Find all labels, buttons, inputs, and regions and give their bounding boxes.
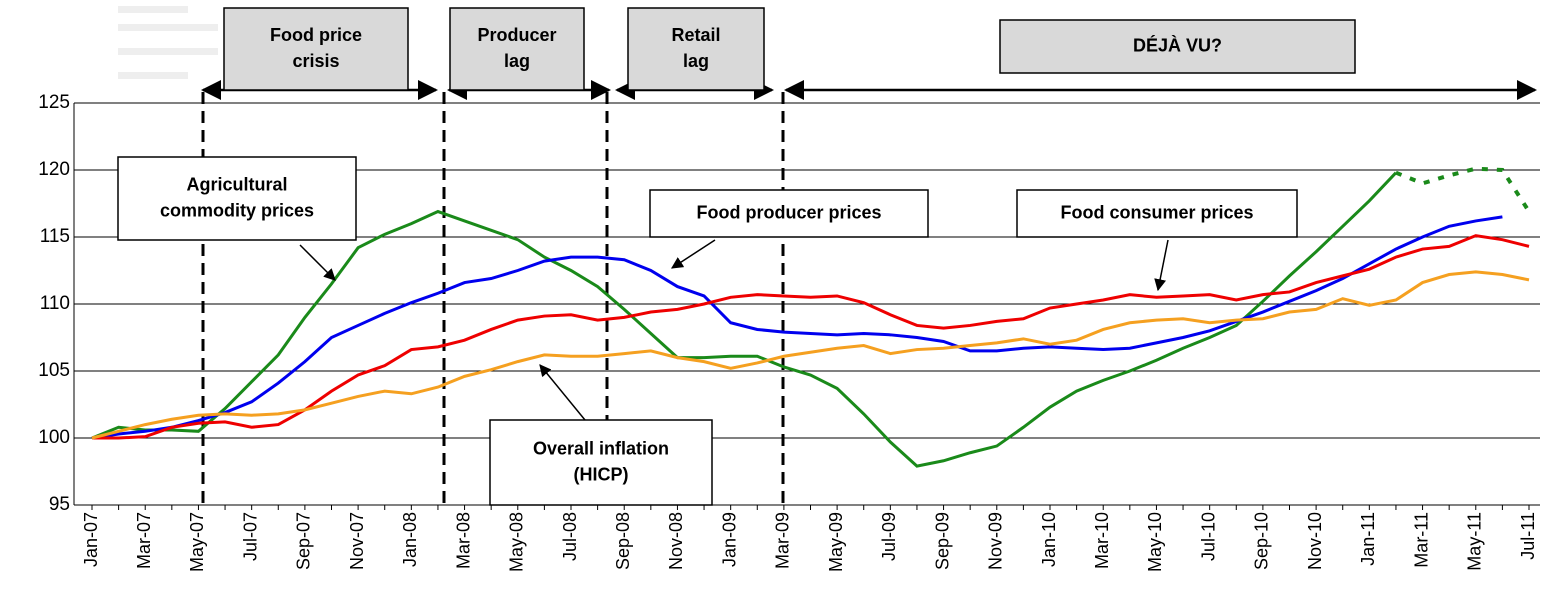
phase-box bbox=[999, 19, 1356, 74]
y-tick-label: 100 bbox=[38, 427, 70, 448]
x-tick-label: Jan-10 bbox=[1039, 512, 1059, 567]
x-tick-label: May-08 bbox=[507, 512, 527, 572]
series-line-forecast bbox=[1395, 166, 1531, 213]
y-tick-label: 115 bbox=[40, 226, 70, 247]
phase-text: Producer bbox=[477, 25, 556, 45]
annotation-box bbox=[117, 156, 357, 241]
y-tick-label: 110 bbox=[40, 293, 70, 314]
x-tick-label: May-10 bbox=[1145, 512, 1165, 572]
x-tick-label: Mar-10 bbox=[1092, 512, 1112, 569]
decor bbox=[118, 6, 218, 79]
phase-text: Retail bbox=[671, 25, 720, 45]
annotation-text: Overall inflation bbox=[533, 438, 669, 458]
x-tick-label: Mar-08 bbox=[453, 512, 473, 569]
annotation-text: (HICP) bbox=[574, 464, 629, 484]
phase-text: lag bbox=[504, 51, 530, 71]
x-tick-label: May-07 bbox=[187, 512, 207, 572]
x-tick-label: Jan-08 bbox=[400, 512, 420, 567]
x-tick-label: Nov-09 bbox=[986, 512, 1006, 570]
phase-box bbox=[627, 7, 765, 91]
phase-text: crisis bbox=[292, 51, 339, 71]
x-tick-label: Mar-07 bbox=[134, 512, 154, 569]
series-line bbox=[91, 270, 1530, 440]
x-tick-label: May-09 bbox=[826, 512, 846, 572]
annotation-arrow bbox=[539, 364, 586, 421]
annotation-box bbox=[1016, 189, 1298, 238]
series-line bbox=[92, 234, 1530, 440]
x-tick-label: Jul-09 bbox=[879, 512, 899, 561]
x-tick-label: Mar-11 bbox=[1411, 512, 1431, 568]
annotation-box bbox=[649, 189, 929, 238]
y-tick-label: 125 bbox=[38, 92, 70, 113]
x-tick-label: Jul-07 bbox=[240, 512, 260, 561]
annotation-arrow bbox=[1154, 239, 1169, 292]
x-tick-label: Jul-11 bbox=[1518, 512, 1538, 560]
annotation-text: commodity prices bbox=[160, 200, 314, 220]
x-tick-label: Nov-10 bbox=[1305, 512, 1325, 570]
x-tick-label: Mar-09 bbox=[773, 512, 793, 569]
x-tick-label: Sep-10 bbox=[1252, 512, 1272, 570]
x-tick-label: Sep-07 bbox=[294, 512, 314, 570]
annotation-text: Agricultural bbox=[186, 174, 287, 194]
x-tick-label: Nov-07 bbox=[347, 512, 367, 570]
x-tick-label: Jan-11 bbox=[1358, 512, 1378, 566]
phase-text: lag bbox=[683, 51, 709, 71]
x-tick-label: Sep-09 bbox=[932, 512, 952, 570]
annotation-arrow bbox=[670, 239, 716, 269]
x-tick-label: Sep-08 bbox=[613, 512, 633, 570]
x-tick-label: Jan-07 bbox=[81, 512, 101, 567]
annotation-box bbox=[489, 419, 713, 506]
x-tick-label: Nov-08 bbox=[666, 512, 686, 570]
x-tick-label: Jul-08 bbox=[560, 512, 580, 561]
series-line bbox=[91, 171, 1398, 468]
annotation-text: Food consumer prices bbox=[1060, 202, 1253, 222]
annotation-text: Food producer prices bbox=[696, 202, 881, 222]
annotation-arrow bbox=[299, 244, 336, 281]
y-tick-label: 105 bbox=[38, 360, 70, 381]
phase-text: DÉJÀ VU? bbox=[1133, 34, 1222, 55]
x-tick-label: Jan-09 bbox=[719, 512, 739, 567]
x-tick-label: Jul-10 bbox=[1198, 512, 1218, 561]
phase-text: Food price bbox=[270, 25, 362, 45]
y-tick-label: 95 bbox=[49, 494, 70, 515]
phase-box bbox=[449, 7, 585, 91]
phase-box bbox=[223, 7, 409, 91]
y-tick-label: 120 bbox=[38, 159, 70, 180]
x-tick-label: May-11 bbox=[1465, 512, 1485, 571]
series-line bbox=[91, 215, 1503, 440]
